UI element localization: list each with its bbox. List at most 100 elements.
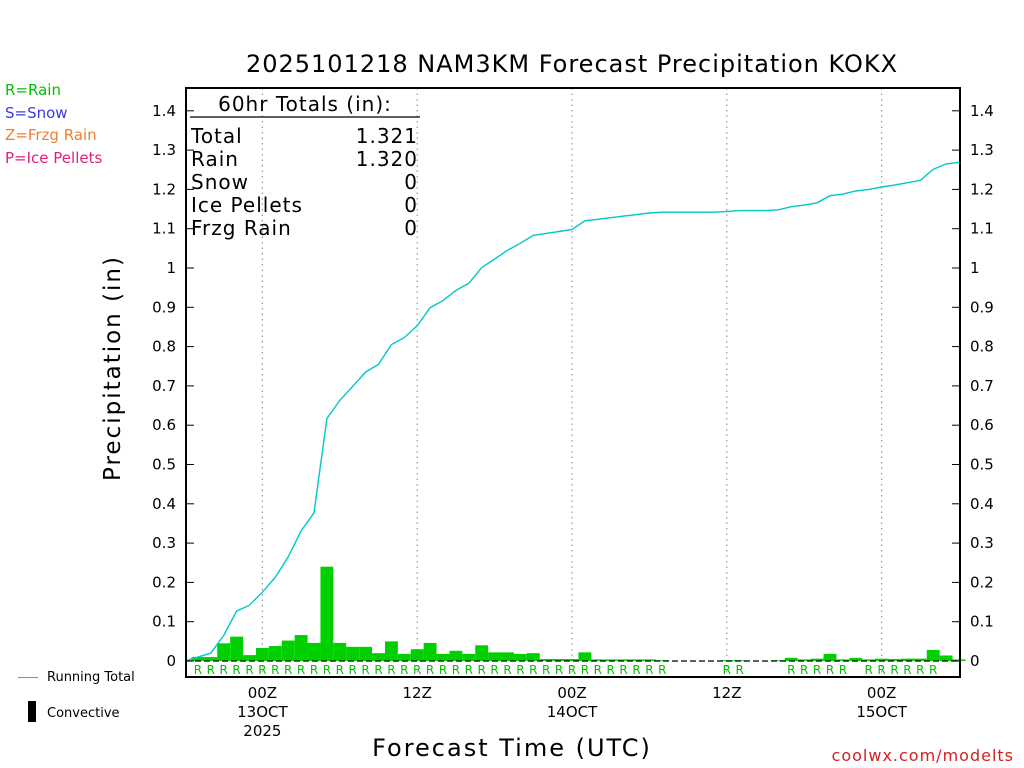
rain-bar <box>204 657 218 661</box>
y-tick-label-left: 1.4 <box>152 102 176 120</box>
y-tick-label-right: 0.4 <box>970 495 994 513</box>
y-tick-label-right: 0.5 <box>970 456 994 474</box>
y-tick-label-left: 1.1 <box>152 220 176 238</box>
rain-mark: R <box>413 663 421 677</box>
rain-mark: R <box>723 663 731 677</box>
rain-bar <box>900 658 914 661</box>
rain-mark: R <box>194 663 202 677</box>
rain-bar <box>797 659 811 661</box>
rain-bar <box>862 659 876 661</box>
rain-bar <box>230 636 244 661</box>
y-tick-label-right: 1.4 <box>970 102 994 120</box>
rain-bar <box>307 642 321 661</box>
y-tick-label-left: 0.4 <box>152 495 176 513</box>
rain-mark: R <box>400 663 408 677</box>
rain-bar <box>939 655 953 661</box>
y-tick-label-left: 0.2 <box>152 573 176 591</box>
y-tick-label-right: 0.3 <box>970 534 994 552</box>
rain-mark: R <box>632 663 640 677</box>
rain-bar <box>359 646 373 661</box>
y-tick-label-left: 0.8 <box>152 338 176 356</box>
rain-bar <box>294 635 308 661</box>
rain-bar <box>836 659 850 661</box>
rain-mark: R <box>374 663 382 677</box>
x-tick-label: 13OCT <box>237 703 288 721</box>
rain-mark: R <box>232 663 240 677</box>
rain-mark: R <box>542 663 550 677</box>
rain-bar <box>423 642 437 661</box>
totals-row-label: Total <box>190 124 243 148</box>
rain-mark: R <box>207 663 215 677</box>
rain-bar <box>281 640 295 661</box>
y-tick-label-right: 0.8 <box>970 338 994 356</box>
rain-bar <box>655 660 669 662</box>
y-tick-label-right: 0.2 <box>970 573 994 591</box>
rain-mark: R <box>555 663 563 677</box>
x-tick-label: 12Z <box>712 684 741 702</box>
y-tick-label-left: 1.2 <box>152 180 176 198</box>
y-tick-label-left: 0.7 <box>152 377 176 395</box>
rain-mark: R <box>839 663 847 677</box>
legend-running-total: Running Total <box>47 670 135 685</box>
rain-bar <box>810 658 824 661</box>
rain-bar <box>191 657 205 661</box>
rain-bar <box>255 648 269 661</box>
totals-row-label: Frzg Rain <box>191 216 292 240</box>
grid-lines <box>261 88 883 677</box>
rain-bar <box>488 652 502 661</box>
rain-bar <box>642 659 656 661</box>
rain-bar <box>604 659 618 661</box>
rain-mark: R <box>736 663 744 677</box>
x-tick-label: 12Z <box>403 684 432 702</box>
rain-mark: R <box>568 663 576 677</box>
rain-mark: R <box>336 663 344 677</box>
rain-bar <box>913 658 927 661</box>
totals-row-value: 0 <box>404 193 418 217</box>
rain-bar <box>823 653 837 661</box>
rain-bar <box>217 643 231 661</box>
y-tick-label-right: 1 <box>970 259 980 277</box>
y-tick-label-right: 1.1 <box>970 220 994 238</box>
rain-bar <box>630 659 643 661</box>
rain-bar <box>552 659 566 661</box>
y-tick-label-left: 0.3 <box>152 534 176 552</box>
rain-mark: R <box>916 663 924 677</box>
y-tick-label-right: 0 <box>970 652 980 670</box>
totals-row-label: Snow <box>191 170 249 194</box>
rain-mark: R <box>323 663 331 677</box>
rain-bar <box>397 653 411 661</box>
y-tick-label-right: 1.2 <box>970 180 994 198</box>
rain-bar <box>346 646 360 661</box>
rain-bar <box>526 653 540 661</box>
rain-mark: R <box>619 663 627 677</box>
rain-mark: R <box>929 663 937 677</box>
rain-bar <box>475 645 489 661</box>
rain-mark: R <box>465 663 473 677</box>
rain-mark: R <box>452 663 460 677</box>
rain-mark: R <box>310 663 318 677</box>
rain-bar <box>268 646 282 661</box>
rain-mark: R <box>387 663 395 677</box>
convective-swatch <box>28 701 36 722</box>
rain-bar <box>926 649 940 661</box>
rain-mark: R <box>245 663 253 677</box>
totals-row-value: 0 <box>404 216 418 240</box>
bar-series <box>191 566 966 662</box>
chart-title: 2025101218 NAM3KM Forecast Precipitation… <box>245 50 899 78</box>
totals-row-value: 1.320 <box>356 147 418 171</box>
rain-bar <box>578 652 592 661</box>
rain-mark: R <box>361 663 369 677</box>
rain-mark: R <box>426 663 434 677</box>
running-total-swatch <box>18 677 38 678</box>
rain-mark: R <box>220 663 228 677</box>
totals-header: 60hr Totals (in): <box>218 92 392 116</box>
x-axis-label: Forecast Time (UTC) <box>372 734 652 762</box>
rain-bar <box>372 653 385 661</box>
rain-mark: R <box>645 663 653 677</box>
y-tick-label-right: 1.3 <box>970 141 994 159</box>
rain-bar <box>449 650 463 661</box>
rain-bar <box>875 658 889 661</box>
running-total-line <box>184 161 960 662</box>
y-tick-label-left: 0.1 <box>152 613 176 631</box>
x-tick-label: 14OCT <box>547 703 598 721</box>
